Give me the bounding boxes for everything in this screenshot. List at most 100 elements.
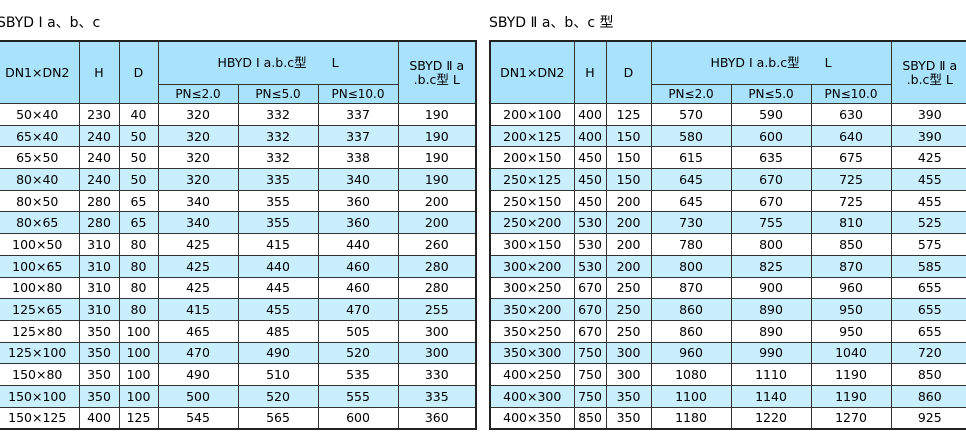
table-cell: 525 [890,211,966,235]
table-cell: 400 [573,103,607,126]
table-cell: 415 [237,233,319,256]
table-row: 350×200 670 250 860 890 950 655 [489,298,966,321]
table-cell: 450 [573,168,607,191]
table-cell: 355 [237,189,319,213]
header-cell: DN1×DN2 [0,40,80,104]
table-cell: 65×50 [0,146,80,170]
table-cell: 50 [118,124,159,148]
table-cell: 250 [605,319,652,343]
table-row: 65×40 240 50 320 332 337 190 [0,124,477,148]
table-cell: 400 [573,124,607,148]
table-cell: 400×250 [489,363,575,386]
table-cell: 250×125 [489,168,575,191]
table-cell: 600 [730,124,812,148]
table-cell: 425 [157,233,239,256]
table-cell: 125 [605,103,652,126]
table-cell: 150×125 [0,406,80,430]
table-cell: 80 [118,276,159,300]
table-cell: 200 [605,254,652,278]
table-cell: 850 [810,233,892,256]
table-cell: 750 [573,384,607,408]
header-cell: DN1×DN2 [489,40,575,104]
table-cell: 635 [730,146,812,170]
table-cell: 300×150 [489,233,575,256]
table-row: 350×250 670 250 860 890 950 655 [489,319,966,343]
table-cell: 810 [810,211,892,235]
table-cell: 485 [237,319,319,343]
table-cell: 150 [605,124,652,148]
table-row: 200×125 400 150 580 600 640 390 [489,124,966,148]
table-cell: 125×100 [0,341,80,365]
table-row: 300×250 670 250 870 900 960 655 [489,276,966,300]
table-cell: 535 [317,363,399,386]
table-cell: 250 [605,298,652,321]
table-cell: 190 [397,168,477,191]
table-row: 200×100 400 125 570 590 630 390 [489,103,966,126]
table-cell: 440 [317,233,399,256]
table-cell: 100×50 [0,233,80,256]
table-cell: 1220 [730,406,812,430]
table-cell: 310 [78,254,120,278]
table-cell: 280 [78,211,120,235]
header-cell: PN≤10.0 [317,84,399,104]
table-cell: 335 [397,384,477,408]
table-cell: 300 [605,363,652,386]
table-cell: 860 [650,319,732,343]
table-cell: 280 [78,189,120,213]
table-cell: 100 [118,341,159,365]
table-cell: 1080 [650,363,732,386]
header-row: PN≤2.0 PN≤5.0 PN≤10.0 [490,84,966,104]
table-cell: 340 [157,211,239,235]
table-cell: 240 [78,146,120,170]
table-cell: 332 [237,124,319,148]
table-cell: 1190 [810,384,892,408]
table-cell: 575 [890,233,966,256]
table-row: 250×200 530 200 730 755 810 525 [489,211,966,235]
table-cell: 200 [605,233,652,256]
table-cell: 645 [650,189,732,213]
table-cell: 350 [78,384,120,408]
table-row: 400×350 850 350 1180 1220 1270 925 [489,406,966,430]
table-row: 150×80 350 100 490 510 535 330 [0,363,477,386]
table-cell: 640 [810,124,892,148]
table-cell: 465 [157,319,239,343]
table-row: 400×300 750 350 1100 1140 1190 860 [489,384,966,408]
table-cell: 860 [890,384,966,408]
table-cell: 340 [317,168,399,191]
header-cell: D [605,40,652,104]
table-cell: 545 [157,406,239,430]
table-cell: 750 [573,363,607,386]
table-cell: 850 [573,406,607,430]
table-cell: 350 [78,341,120,365]
table-cell: 670 [730,168,812,191]
table-cell: 670 [573,319,607,343]
table-cell: 80×50 [0,189,80,213]
table-cell: 725 [810,168,892,191]
table-cell: 445 [237,276,319,300]
header-cell: HBYD Ⅰ a.b.c型 L [157,40,399,85]
header-cell: HBYD Ⅰ a.b.c型 L [650,40,892,85]
table-cell: 50 [118,168,159,191]
table-row: 250×150 450 200 645 670 725 455 [489,189,966,213]
table-cell: 80×65 [0,211,80,235]
table-row: 400×250 750 300 1080 1110 1190 850 [489,363,966,386]
table-cell: 990 [730,341,812,365]
table-cell: 400 [78,406,120,430]
header-cell: H [573,40,607,104]
spec-table: DN1×DN2 H D HBYD Ⅰ a.b.c型 L SBYD Ⅱ a .b.c型 L… [489,40,966,431]
table-row: 300×200 530 200 800 825 870 585 [489,254,966,278]
table-cell: 655 [890,276,966,300]
spec-table: DN1×DN2 H D HBYD Ⅰ a.b.c型 L SBYD Ⅱ a .b.c型 L… [0,40,478,431]
table-cell: 470 [157,341,239,365]
table-cell: 870 [650,276,732,300]
left-title: SBYD Ⅰ a、b、c [0,15,101,31]
table-row: 80×65 280 65 340 355 360 200 [0,211,477,235]
table-cell: 280 [397,276,477,300]
table-cell: 80 [118,298,159,321]
table-cell: 455 [890,189,966,213]
table-row: 50×40 230 40 320 332 337 190 [0,103,477,126]
table-cell: 655 [890,319,966,343]
table-cell: 520 [317,341,399,365]
table-cell: 1180 [650,406,732,430]
table-cell: 720 [890,341,966,365]
